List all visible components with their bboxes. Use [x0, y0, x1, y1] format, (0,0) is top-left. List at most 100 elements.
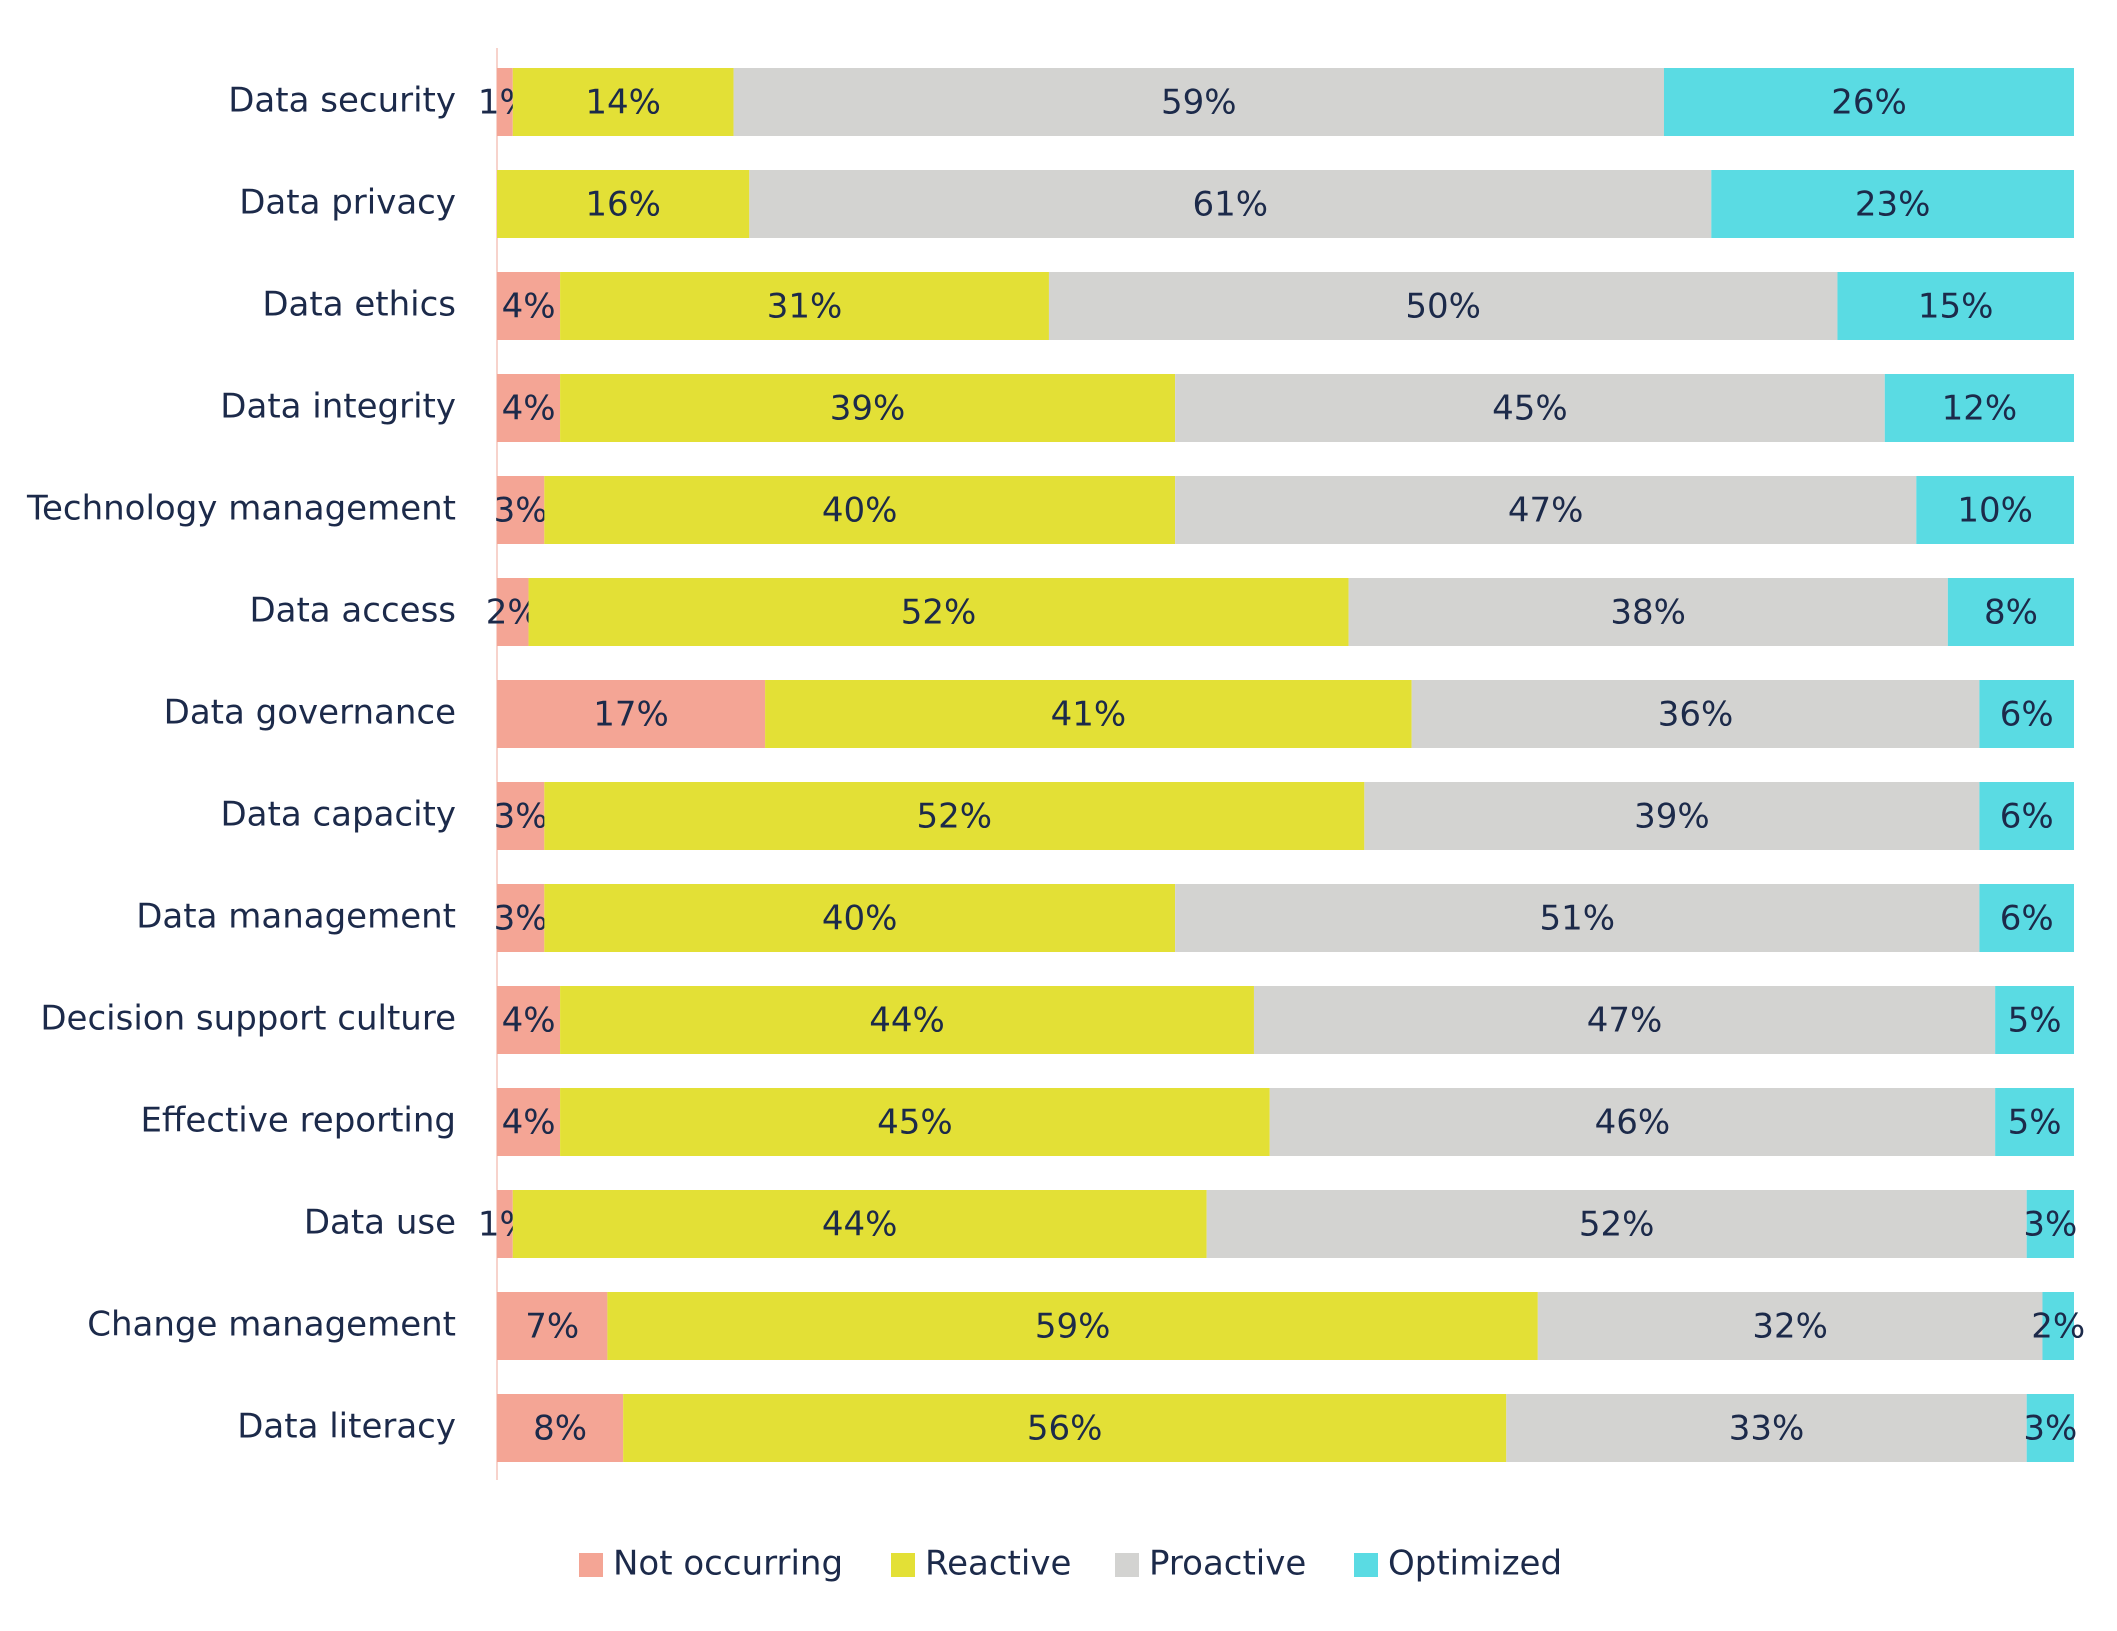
- bar-segment: [512, 1190, 1207, 1258]
- bar-segment: [497, 374, 561, 442]
- legend-swatch: [1354, 1553, 1378, 1577]
- bar-segment: [497, 68, 513, 136]
- data-label: 16%: [585, 185, 661, 225]
- data-label: 12%: [1942, 389, 2018, 429]
- bar-segment: [2026, 1190, 2074, 1258]
- data-label: 36%: [1658, 695, 1734, 735]
- y-tick-label: Data capacity: [220, 795, 456, 835]
- data-label: 47%: [1508, 491, 1584, 531]
- data-label: 10%: [1957, 491, 2033, 531]
- bar-segment: [1506, 1394, 2027, 1462]
- legend-swatch: [1115, 1553, 1139, 1577]
- data-label: 26%: [1831, 83, 1907, 123]
- bar-segment: [1206, 1190, 2027, 1258]
- data-label: 14%: [585, 83, 661, 123]
- bar-segment: [733, 68, 1664, 136]
- data-label: 59%: [1035, 1307, 1111, 1347]
- data-label: 4%: [502, 389, 556, 429]
- data-label: 7%: [525, 1307, 579, 1347]
- data-label: 46%: [1595, 1103, 1671, 1143]
- bar-segment: [560, 1088, 1270, 1156]
- bar-segment: [1537, 1292, 2043, 1360]
- y-tick-label: Data governance: [164, 693, 456, 733]
- data-label: 59%: [1161, 83, 1237, 123]
- bar-segment: [623, 1394, 1507, 1462]
- y-tick-label: Data ethics: [262, 285, 456, 325]
- data-label: 3%: [494, 491, 548, 531]
- legend-label: Not occurring: [613, 1544, 843, 1584]
- bar-segment: [1837, 272, 2074, 340]
- data-label: 8%: [533, 1409, 587, 1449]
- bar-segment: [497, 782, 545, 850]
- data-label: 23%: [1855, 185, 1931, 225]
- bar-segment: [560, 374, 1176, 442]
- data-label: 3%: [494, 899, 548, 939]
- data-label: 52%: [1579, 1205, 1655, 1245]
- bar-segment: [544, 782, 1365, 850]
- bar-segment: [1947, 578, 2074, 646]
- bar-segment: [1048, 272, 1838, 340]
- bar-segment: [2026, 1394, 2074, 1462]
- bar-segment: [1916, 476, 2074, 544]
- bar-segment: [497, 1292, 608, 1360]
- data-label: 45%: [1492, 389, 1568, 429]
- legend-swatch: [579, 1553, 603, 1577]
- bar-segment: [497, 170, 750, 238]
- bar-segment: [1979, 782, 2074, 850]
- bar-segment: [560, 272, 1049, 340]
- data-label: 40%: [822, 899, 898, 939]
- data-label: 61%: [1193, 185, 1269, 225]
- data-label: 17%: [593, 695, 669, 735]
- bar-segment: [1364, 782, 1980, 850]
- bar-segment: [497, 476, 545, 544]
- data-label: 32%: [1752, 1307, 1828, 1347]
- data-label: 56%: [1027, 1409, 1103, 1449]
- data-label: 40%: [822, 491, 898, 531]
- bar-segment: [544, 884, 1176, 952]
- data-label: 8%: [1984, 593, 2038, 633]
- data-label: 39%: [830, 389, 906, 429]
- data-label: 51%: [1539, 899, 1615, 939]
- legend-swatch: [891, 1553, 915, 1577]
- bar-segment: [497, 1190, 513, 1258]
- y-tick-label: Data literacy: [237, 1407, 456, 1447]
- bar-segment: [544, 476, 1176, 544]
- y-tick-label: Change management: [87, 1305, 456, 1345]
- bar-segment: [1884, 374, 2074, 442]
- data-label: 45%: [877, 1103, 953, 1143]
- y-tick-label: Data use: [304, 1203, 456, 1243]
- bar-segment: [1175, 884, 1980, 952]
- bar-segment: [1711, 170, 2074, 238]
- bar-segment: [1979, 680, 2074, 748]
- bar-segment: [1175, 374, 1885, 442]
- y-tick-label: Data privacy: [239, 183, 456, 223]
- data-label: 6%: [2000, 695, 2054, 735]
- y-tick-label: Effective reporting: [140, 1101, 456, 1141]
- legend-label: Reactive: [925, 1544, 1071, 1584]
- y-tick-label: Technology management: [26, 489, 456, 529]
- bar-segment: [2042, 1292, 2074, 1360]
- bar-segment: [512, 68, 734, 136]
- bar-segment: [1663, 68, 2074, 136]
- data-label: 52%: [901, 593, 977, 633]
- y-tick-label: Data access: [249, 591, 456, 631]
- bar-segment: [1269, 1088, 1996, 1156]
- data-label: 38%: [1610, 593, 1686, 633]
- data-label: 5%: [2008, 1103, 2062, 1143]
- data-label: 5%: [2008, 1001, 2062, 1041]
- data-label: 3%: [2023, 1409, 2077, 1449]
- data-label: 39%: [1634, 797, 1710, 837]
- bar-segment: [765, 680, 1412, 748]
- data-label: 2%: [2031, 1307, 2085, 1347]
- data-label: 6%: [2000, 797, 2054, 837]
- bar-segment: [1979, 884, 2074, 952]
- data-label: 52%: [917, 797, 993, 837]
- data-label: 6%: [2000, 899, 2054, 939]
- bar-segment: [1995, 986, 2074, 1054]
- bar-segment: [1348, 578, 1948, 646]
- data-label: 15%: [1918, 287, 1994, 327]
- bar-segment: [749, 170, 1712, 238]
- bar-segment: [560, 986, 1254, 1054]
- data-label: 50%: [1405, 287, 1481, 327]
- data-label: 47%: [1587, 1001, 1663, 1041]
